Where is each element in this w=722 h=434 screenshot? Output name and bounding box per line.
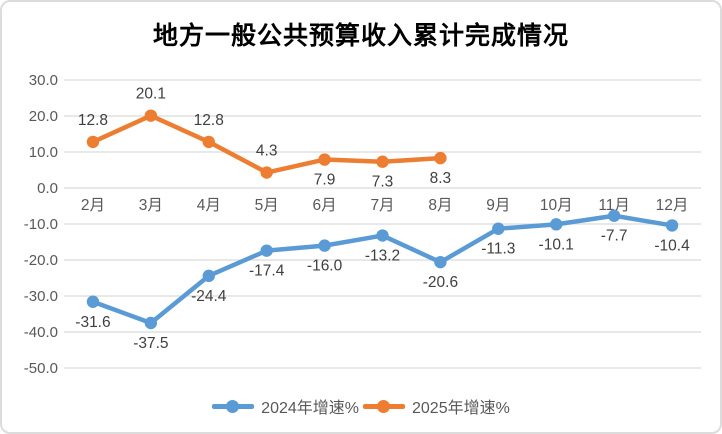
data-point-marker bbox=[607, 209, 621, 222]
data-label: -20.6 bbox=[423, 274, 458, 291]
data-point-marker bbox=[86, 295, 100, 308]
x-axis-category-label: 10月 bbox=[540, 197, 573, 214]
y-axis-tick-label: 30.0 bbox=[29, 72, 58, 89]
data-label: 4.3 bbox=[256, 143, 278, 160]
legend-label-2025: 2025年增速% bbox=[412, 400, 510, 417]
data-point-marker bbox=[550, 218, 563, 231]
data-point-marker bbox=[376, 229, 389, 242]
data-point-marker bbox=[86, 135, 100, 149]
data-label: 20.1 bbox=[136, 86, 166, 103]
data-label: -37.5 bbox=[133, 335, 168, 352]
y-axis-tick-label: -40.0 bbox=[24, 324, 58, 341]
data-label: -10.1 bbox=[539, 236, 574, 253]
data-point-marker bbox=[434, 151, 447, 165]
x-axis-category-label: 11月 bbox=[598, 197, 630, 214]
x-axis-category-label: 2月 bbox=[81, 197, 105, 214]
data-label: -24.4 bbox=[191, 288, 227, 305]
data-point-marker bbox=[665, 219, 679, 232]
data-label: 12.8 bbox=[78, 112, 108, 129]
data-label: -17.4 bbox=[249, 263, 285, 280]
data-point-marker bbox=[318, 239, 331, 252]
data-label: -11.3 bbox=[481, 241, 515, 258]
x-axis-category-label: 7月 bbox=[370, 197, 394, 214]
y-axis-tick-label: 0.0 bbox=[37, 180, 58, 197]
data-point-marker bbox=[260, 244, 273, 257]
y-axis-tick-label: -30.0 bbox=[24, 288, 58, 305]
x-axis-category-label: 4月 bbox=[197, 197, 221, 214]
data-point-marker bbox=[376, 155, 389, 168]
x-axis-category-label: 9月 bbox=[486, 197, 510, 214]
data-label: 7.9 bbox=[314, 172, 336, 189]
y-axis-tick-label: -50.0 bbox=[24, 360, 58, 377]
data-point-marker bbox=[318, 153, 331, 166]
legend-line-marker-icon bbox=[363, 399, 405, 413]
x-axis-category-label: 6月 bbox=[313, 197, 337, 214]
data-label: 12.8 bbox=[194, 112, 224, 129]
data-label: -10.4 bbox=[654, 237, 690, 254]
x-axis-category-label: 8月 bbox=[428, 197, 452, 214]
data-label: 7.3 bbox=[372, 174, 394, 191]
chart-legend: 2024年增速% 2025年增速% bbox=[2, 394, 720, 418]
data-point-marker bbox=[144, 316, 158, 330]
x-axis-category-label: 3月 bbox=[139, 197, 163, 214]
data-point-marker bbox=[260, 166, 273, 179]
data-label: -7.7 bbox=[601, 228, 628, 245]
data-label: 8.3 bbox=[430, 170, 452, 187]
data-point-marker bbox=[202, 269, 215, 283]
data-point-marker bbox=[492, 222, 505, 235]
x-axis-category-label: 12月 bbox=[656, 197, 689, 214]
data-point-marker bbox=[202, 135, 215, 149]
y-axis-tick-label: -20.0 bbox=[24, 252, 58, 269]
data-point-marker bbox=[434, 255, 447, 269]
legend-line-marker-icon bbox=[212, 399, 255, 413]
data-label: -31.6 bbox=[75, 314, 110, 331]
x-axis-category-label: 5月 bbox=[255, 197, 279, 214]
data-label: -16.0 bbox=[307, 258, 343, 275]
y-axis-tick-label: -10.0 bbox=[24, 216, 58, 233]
legend-item-2024: 2024年增速% bbox=[212, 394, 359, 418]
y-axis-tick-label: 20.0 bbox=[29, 108, 58, 125]
legend-item-2025: 2025年增速% bbox=[363, 394, 510, 418]
data-point-marker bbox=[144, 109, 158, 122]
data-label: -13.2 bbox=[365, 248, 400, 265]
chart-title: 地方一般公共预算收入累计完成情况 bbox=[152, 23, 569, 50]
legend-label-2024: 2024年增速% bbox=[261, 400, 359, 417]
y-axis-tick-label: 10.0 bbox=[29, 144, 58, 161]
